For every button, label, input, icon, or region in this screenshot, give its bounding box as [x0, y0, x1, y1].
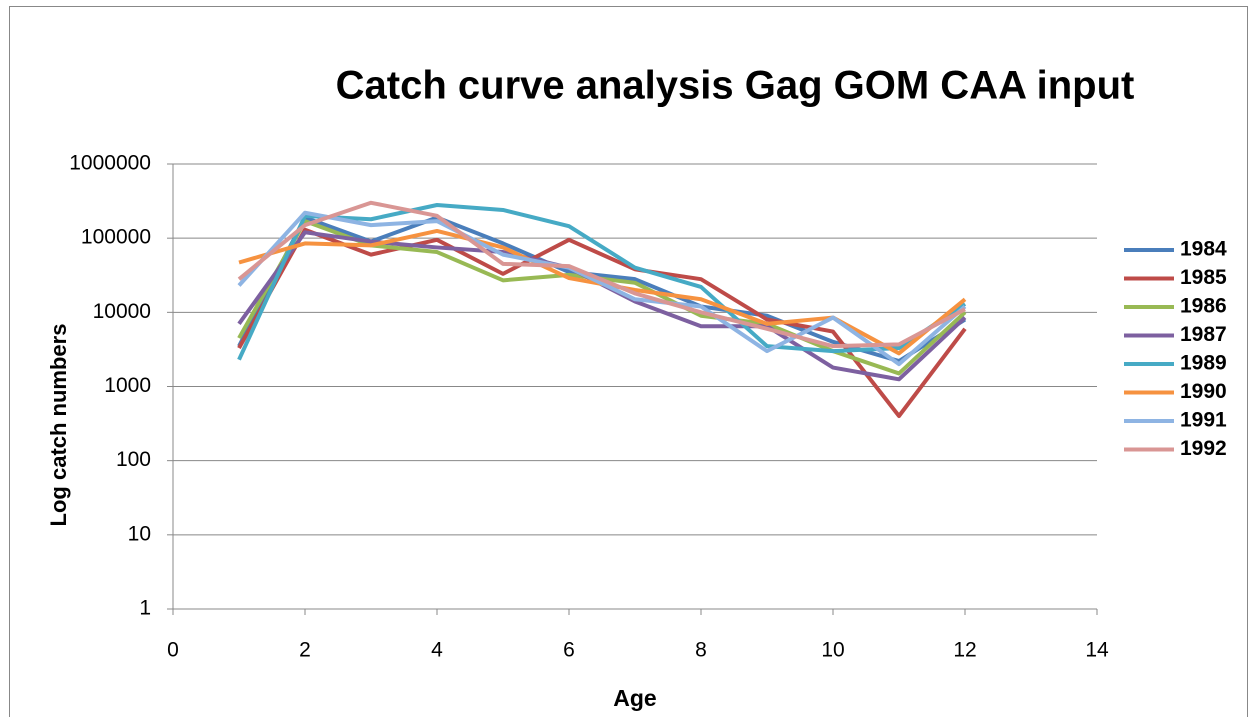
series-line — [237, 203, 967, 361]
y-axis-label: Log catch numbers — [46, 324, 71, 527]
y-tick-label: 10 — [128, 522, 151, 545]
legend-label: 1987 — [1180, 323, 1227, 346]
series-line — [237, 210, 967, 367]
x-tick-label: 6 — [563, 639, 575, 662]
y-tick-label: 1000000 — [69, 152, 151, 175]
legend-label: 1984 — [1180, 238, 1227, 261]
chart-title: Catch curve analysis Gag GOM CAA input — [336, 64, 1135, 108]
legend-label: 1985 — [1180, 266, 1227, 289]
y-tick-label: 10000 — [93, 300, 151, 323]
series-line — [237, 200, 966, 349]
legend-label: 1990 — [1180, 380, 1227, 403]
legend-label: 1991 — [1180, 409, 1227, 432]
legend-label: 1986 — [1180, 295, 1227, 318]
x-tick-label: 10 — [821, 639, 844, 662]
chart-frame — [9, 6, 1248, 717]
legend-label: 1989 — [1180, 352, 1227, 375]
x-axis-label: Age — [613, 685, 656, 711]
x-tick-label: 4 — [431, 639, 443, 662]
y-tick-label: 100 — [116, 448, 151, 471]
x-tick-label: 14 — [1085, 639, 1109, 662]
x-tick-label: 0 — [167, 639, 179, 662]
x-tick-label: 8 — [695, 639, 707, 662]
x-tick-label: 2 — [299, 639, 311, 662]
y-tick-label: 1 — [139, 597, 151, 620]
legend-label: 1992 — [1180, 437, 1227, 460]
y-tick-label: 100000 — [81, 226, 151, 249]
x-tick-label: 12 — [953, 639, 976, 662]
y-tick-label: 1000 — [104, 374, 151, 397]
